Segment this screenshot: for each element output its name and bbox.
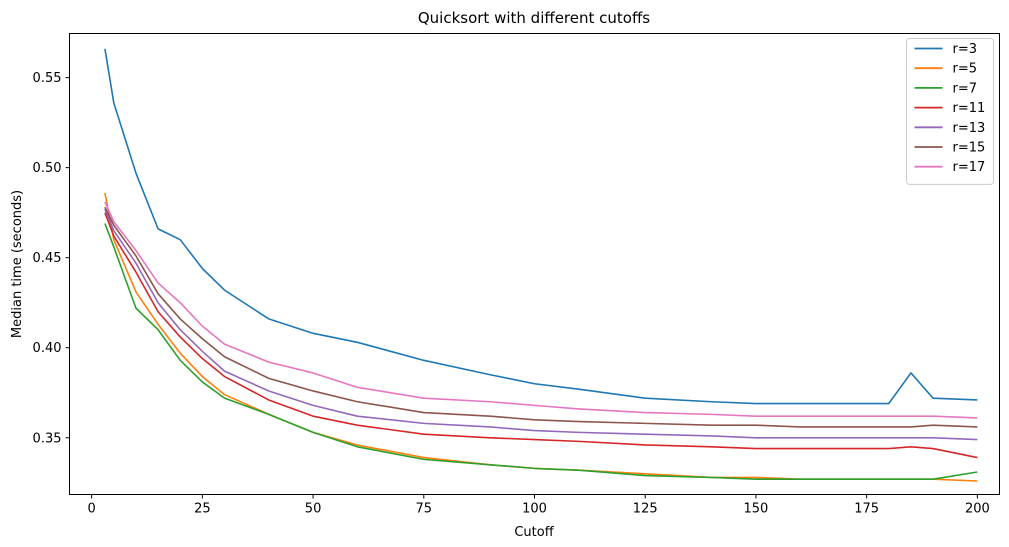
legend-box bbox=[906, 38, 994, 185]
series-line-6 bbox=[104, 206, 978, 428]
x-axis-ticks: 0 25 50 75 100 125 150 175 200 bbox=[88, 494, 990, 517]
legend-label: r=15 bbox=[953, 141, 986, 156]
chart-title: Quicksort with different cutoffs bbox=[418, 9, 650, 27]
y-tick-label: 0.50 bbox=[33, 161, 62, 176]
y-axis-ticks: 0.35 0.40 0.45 0.50 0.55 bbox=[33, 71, 70, 446]
series-line-4 bbox=[104, 212, 978, 459]
x-tick-label: 75 bbox=[416, 502, 433, 517]
legend-label: r=17 bbox=[953, 160, 986, 175]
x-axis-label: Cutoff bbox=[514, 525, 554, 540]
x-tick-label: 175 bbox=[854, 502, 879, 517]
y-tick-label: 0.45 bbox=[33, 251, 62, 266]
series-line-5 bbox=[104, 208, 978, 441]
x-tick-label: 100 bbox=[522, 502, 547, 517]
series-line-1 bbox=[104, 48, 978, 405]
legend-label: r=11 bbox=[953, 101, 986, 116]
y-tick-label: 0.35 bbox=[33, 431, 62, 446]
series-line-3 bbox=[104, 223, 978, 480]
x-tick-label: 200 bbox=[965, 502, 990, 517]
x-tick-label: 0 bbox=[88, 502, 96, 517]
x-tick-label: 25 bbox=[194, 502, 211, 517]
legend-label: r=5 bbox=[953, 62, 978, 77]
plot-lines bbox=[104, 48, 978, 482]
legend-label: r=13 bbox=[953, 121, 986, 136]
series-line-7 bbox=[104, 201, 978, 419]
x-tick-label: 125 bbox=[633, 502, 658, 517]
legend: r=3 r=5 r=7 r=11 r=13 r=15 r=17 bbox=[906, 38, 994, 185]
y-tick-label: 0.55 bbox=[33, 71, 62, 86]
y-tick-label: 0.40 bbox=[33, 341, 62, 356]
y-axis-label: Median time (seconds) bbox=[10, 190, 25, 338]
legend-label: r=3 bbox=[953, 42, 978, 57]
x-tick-label: 50 bbox=[305, 502, 322, 517]
x-tick-label: 150 bbox=[744, 502, 769, 517]
legend-label: r=7 bbox=[953, 81, 978, 96]
